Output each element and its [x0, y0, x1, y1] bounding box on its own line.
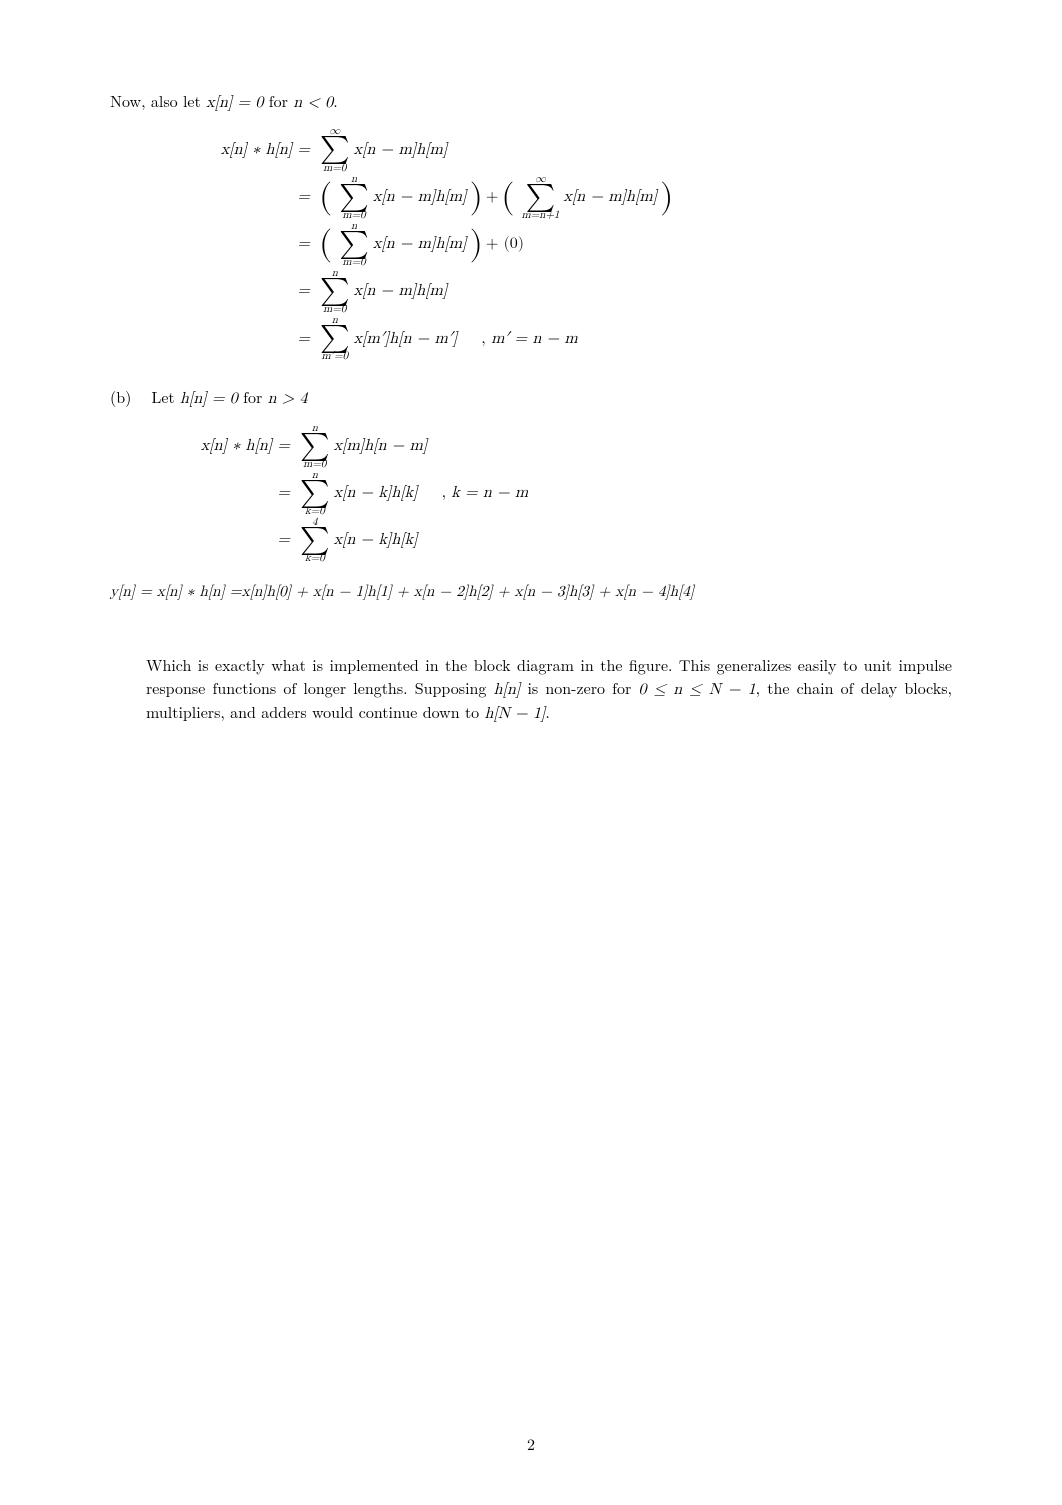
sum-icon: 4 ∑ k=0 — [300, 517, 330, 564]
sum-icon: n ∑ m=0 — [320, 268, 350, 315]
sum-lower: m=n+1 — [522, 210, 560, 221]
sum-icon: n ∑ m=0 — [339, 174, 369, 221]
partb-label: (b) — [110, 386, 146, 408]
block2-final-lhs: y[n] = x[n] ∗ h[n] = — [110, 581, 242, 602]
cond-pre: , — [481, 331, 491, 347]
page-number: 2 — [0, 1433, 1062, 1455]
partb-cond: n > 4 — [268, 391, 308, 407]
sigma-icon: ∑ — [300, 434, 330, 459]
sum-lower: k=0 — [305, 553, 325, 564]
sigma-icon: ∑ — [526, 185, 556, 210]
partb-text-mid: for — [238, 385, 268, 408]
intro-text-post: . — [333, 89, 337, 112]
block1-line2-body1: x[n − m]h[m] — [373, 186, 467, 208]
rparen-icon: ) — [470, 231, 483, 258]
rparen-icon: ) — [660, 184, 673, 211]
sum-icon: n ∑ k=0 — [300, 470, 330, 517]
block1-eq: = — [110, 186, 316, 208]
sum-lower: k=0 — [305, 506, 325, 517]
rparen-icon: ) — [470, 184, 483, 211]
cond-var: k = n − m — [451, 485, 528, 501]
block1-eq: = — [110, 328, 316, 350]
block1-line3-plus: + (0) — [486, 233, 524, 255]
block2-line3-body: x[n − k]h[k] — [334, 529, 418, 551]
intro-math: x[n] = 0 — [206, 95, 263, 111]
block1-line5-cond: , m′ = n − m — [481, 328, 577, 350]
plus: + — [486, 186, 498, 208]
sum-lower: m=0 — [303, 459, 326, 470]
block2-eq: = — [110, 482, 296, 504]
sigma-icon: ∑ — [320, 326, 350, 351]
sum-icon: n ∑ m′=0 — [320, 315, 350, 362]
block2-line1-body: x[m]h[n − m] — [334, 435, 428, 457]
sum-icon: n ∑ m=0 — [300, 423, 330, 470]
sigma-icon: ∑ — [339, 185, 369, 210]
conclusion-math1: h[n] — [494, 682, 521, 698]
sigma-icon: ∑ — [300, 528, 330, 553]
conclusion-math2: 0 ≤ n ≤ N − 1 — [638, 682, 755, 698]
lparen-icon: ( — [319, 184, 332, 211]
sigma-icon: ∑ — [339, 232, 369, 257]
conclusion-4: . — [545, 700, 549, 723]
cond-var: m′ = n − m — [491, 331, 578, 347]
sum-lower: m′=0 — [321, 351, 348, 362]
sum-icon: ∞ ∑ m=n+1 — [522, 174, 560, 221]
partb-paragraph: (b) Let h[n] = 0 for n > 4 — [110, 386, 952, 410]
sum-lower: m=0 — [342, 257, 365, 268]
sum-lower: m=0 — [323, 304, 346, 315]
block1-lhs: x[n] ∗ h[n] = — [110, 139, 316, 161]
lparen-icon: ( — [501, 184, 514, 211]
conclusion-2: is non-zero for — [520, 676, 638, 699]
block1-eq: = — [110, 280, 316, 302]
block1-eq: = — [110, 233, 316, 255]
block1-line4-body: x[n − m]h[m] — [354, 280, 448, 302]
block1-line5-body: x[m′]h[n − m′] — [354, 328, 458, 350]
block2-line2-cond: , k = n − m — [442, 482, 529, 504]
block2-lhs: x[n] ∗ h[n] = — [110, 435, 296, 457]
sum-lower: m=0 — [323, 163, 346, 174]
block2-eq: = — [110, 529, 296, 551]
sigma-icon: ∑ — [320, 137, 350, 162]
conclusion-math3: h[N − 1] — [485, 706, 546, 722]
page: Now, also let x[n] = 0 for n < 0. x[n] ∗… — [0, 0, 1062, 1505]
block1-line3-body: x[n − m]h[m] — [373, 233, 467, 255]
block1-line1-body: x[n − m]h[m] — [354, 139, 448, 161]
sigma-icon: ∑ — [300, 481, 330, 506]
block2-final-rhs: x[n]h[0] + x[n − 1]h[1] + x[n − 2]h[2] +… — [242, 581, 695, 602]
intro-paragraph: Now, also let x[n] = 0 for n < 0. — [110, 90, 952, 114]
intro-text-mid: for — [263, 89, 293, 112]
sum-lower: m=0 — [342, 210, 365, 221]
block1-line2-body2: x[n − m]h[m] — [563, 186, 657, 208]
lparen-icon: ( — [319, 231, 332, 258]
intro-cond: n < 0 — [293, 95, 333, 111]
intro-text-pre: Now, also let — [110, 89, 206, 112]
derivation-block-2: x[n] ∗ h[n] = n ∑ m=0 x[m]h[n − m] = n ∑… — [110, 423, 952, 613]
sum-icon: ∞ ∑ m=0 — [320, 126, 350, 173]
partb-math: h[n] = 0 — [180, 391, 238, 407]
derivation-block-1: x[n] ∗ h[n] = ∞ ∑ m=0 x[n − m]h[m] = ( n… — [110, 126, 952, 362]
cond-pre: , — [442, 485, 452, 501]
block2-line2-body: x[n − k]h[k] — [334, 482, 418, 504]
sum-icon: n ∑ m=0 — [339, 221, 369, 268]
conclusion-paragraph: Which is exactly what is implemented in … — [146, 654, 952, 725]
partb-text-pre: Let — [151, 385, 180, 408]
sigma-icon: ∑ — [320, 279, 350, 304]
